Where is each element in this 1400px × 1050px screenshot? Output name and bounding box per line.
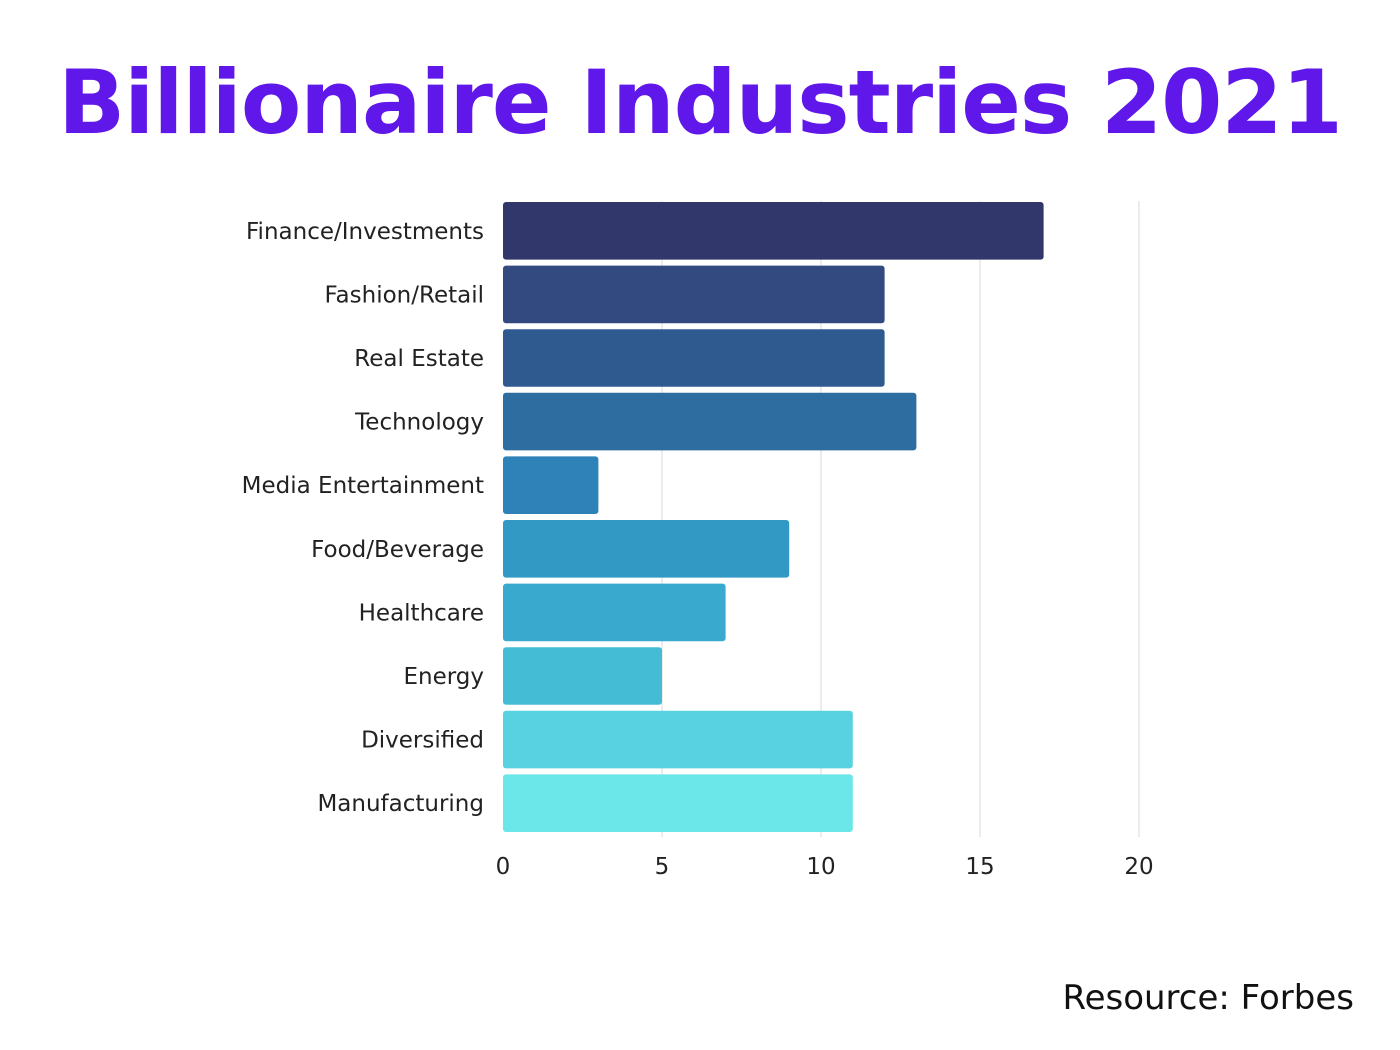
category-label: Healthcare [359, 600, 484, 626]
category-label: Technology [354, 410, 484, 436]
category-label: Diversified [361, 728, 484, 754]
category-label: Energy [403, 664, 484, 690]
category-label: Manufacturing [317, 791, 484, 817]
chart-title: Billionaire Industries 2021 [58, 51, 1343, 154]
category-labels: Finance/Investments Fashion/Retail Real Es… [242, 219, 484, 817]
x-tick-label: 10 [806, 854, 835, 880]
category-label: Real Estate [354, 346, 484, 372]
bar-energy [503, 647, 662, 705]
category-label: Fashion/Retail [324, 282, 484, 308]
source-note: Resource: Forbes [1062, 978, 1354, 1018]
x-tick-label: 20 [1124, 854, 1153, 880]
x-tick-label: 5 [655, 854, 670, 880]
bars [503, 202, 1044, 832]
bar-finance-investments [503, 202, 1044, 260]
bar-media-entertainment [503, 456, 599, 514]
category-label: Media Entertainment [242, 473, 484, 499]
bar-diversified [503, 710, 853, 769]
x-tick-label: 0 [496, 854, 511, 880]
bar-technology [503, 392, 917, 451]
category-label: Finance/Investments [246, 219, 484, 245]
category-label: Food/Beverage [311, 537, 484, 563]
bar-real-estate [503, 329, 885, 387]
bar-healthcare [503, 583, 726, 642]
x-tick-label: 15 [965, 854, 994, 880]
bar-food-beverage [503, 520, 790, 578]
x-axis-ticks: 0 5 10 15 20 [496, 854, 1154, 880]
bar-manufacturing [503, 774, 853, 832]
bar-fashion-retail [503, 265, 885, 324]
